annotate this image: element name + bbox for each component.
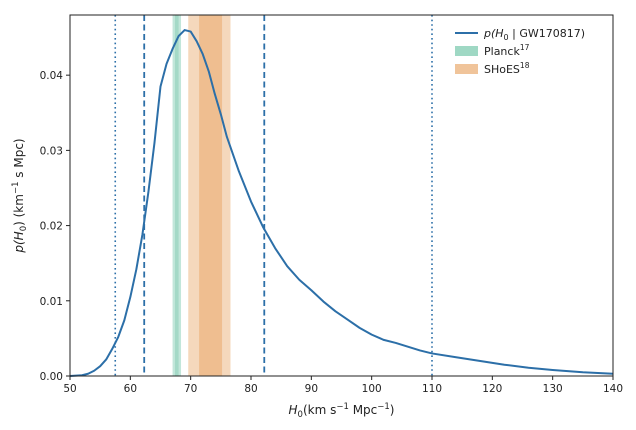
plot-area [69,14,614,377]
plot-frame [69,14,614,377]
x-label-units-exp1: −1 [336,402,349,412]
bands-layer [172,15,231,376]
y-tick-label: 0.00 [40,371,63,383]
x-label-base: H [289,403,298,417]
x-tick-label: 140 [603,383,623,395]
band-shoes-inner [199,15,223,376]
legend-planck-name: Planck [484,45,520,58]
x-axis-label: H0(km s−1 Mpc−1) [289,402,395,420]
y-label-sub: 0 [19,226,29,231]
x-tick-label: 120 [482,383,502,395]
legend-posterior-pre: p(H [483,27,504,40]
y-tick-label: 0.02 [40,221,63,233]
legend-planck-sup: 17 [520,43,530,52]
x-tick-label: 110 [422,383,442,395]
legend: p(H0 | GW170817) Planck17 SHoES18 [455,27,585,76]
x-tick-label: 90 [305,383,318,395]
legend-shoes-sup: 18 [520,61,530,70]
legend-posterior-post: | GW170817) [509,27,585,40]
legend-posterior-sub: 0 [504,33,509,42]
band-planck-inner [174,15,179,376]
x-tick-label: 80 [244,383,257,395]
x-label-units-post: ) [390,403,395,417]
x-tick-label: 50 [63,383,76,395]
x-tick-label: 130 [543,383,563,395]
series-layer [69,29,614,377]
legend-swatch-shoes [455,64,478,74]
y-tick-label: 0.04 [40,70,64,82]
legend-label-shoes: SHoES18 [484,61,530,76]
x-tick-label: 100 [362,383,382,395]
y-label-mid: ) (km [12,194,26,226]
y-label-pre: p(H [12,231,26,253]
y-tick-label: 0.03 [40,145,63,157]
x-label-sub: 0 [298,410,303,420]
x-tick-label: 60 [124,383,137,395]
y-label-post: s Mpc) [12,138,26,181]
posterior-curve [69,29,614,377]
legend-swatch-planck [455,46,478,56]
x-tick-label: 70 [184,383,197,395]
x-axis-ticks: 50 60 70 80 90 100 110 120 130 140 [63,376,623,395]
legend-label-planck: Planck17 [484,43,530,58]
y-label-exp: −1 [11,182,21,195]
x-label-units-mid: Mpc [349,403,377,417]
y-axis-ticks: 0.00 0.01 0.02 0.03 0.04 [40,70,70,383]
x-label-units-pre: (km s [303,403,336,417]
legend-shoes-name: SHoES [484,63,520,76]
y-axis-label: p(H0) (km−1 s Mpc) [11,138,29,253]
x-label-units-exp2: −1 [377,402,390,412]
y-tick-label: 0.01 [40,296,63,308]
vertical-lines-layer [114,15,433,376]
legend-label-posterior: p(H0 | GW170817) [483,27,585,42]
